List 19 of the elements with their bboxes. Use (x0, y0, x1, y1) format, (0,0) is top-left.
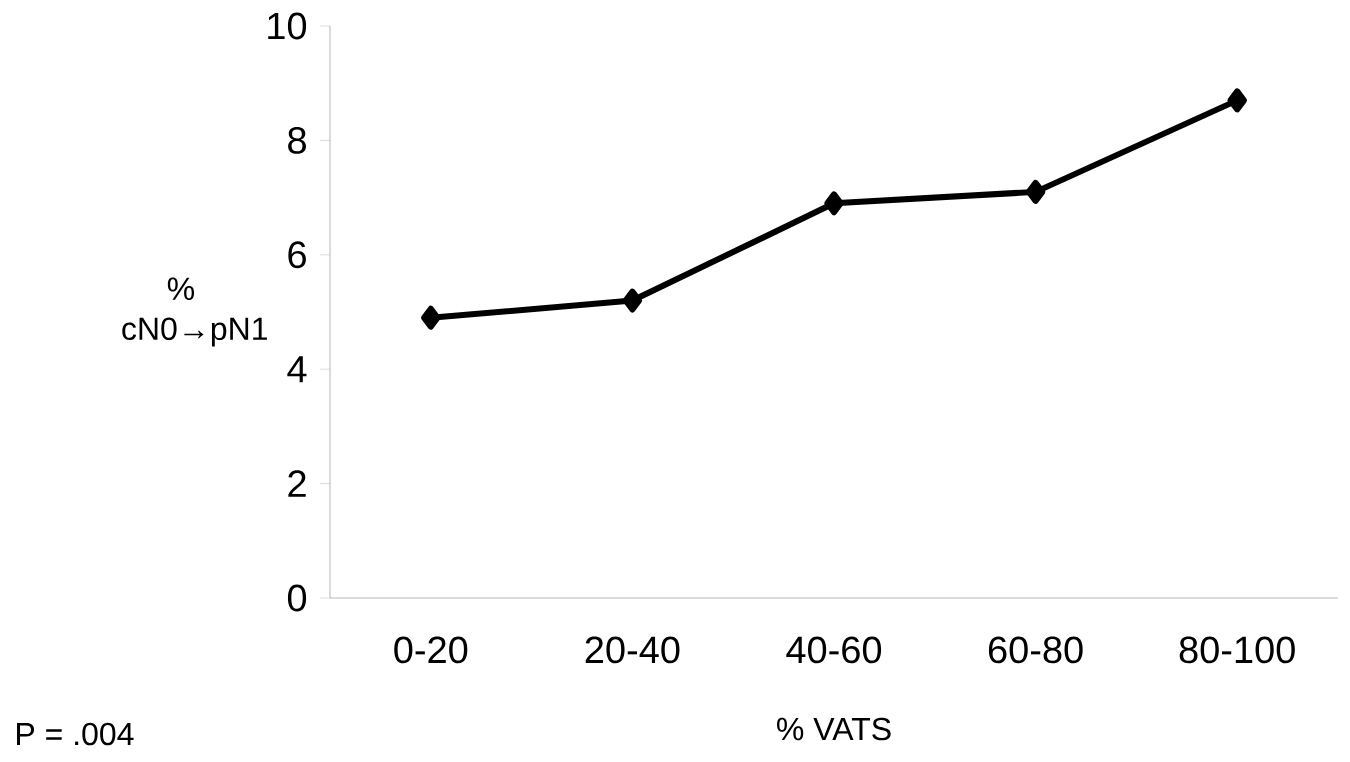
x-tick-label: 0-20 (394, 636, 468, 664)
y-tick-label: 2 (288, 470, 306, 497)
point (421, 305, 441, 330)
point (622, 288, 643, 313)
text: P = .004 (17, 722, 134, 746)
y-axis-title: % cN0→pN1 (122, 277, 267, 347)
x-tick-label: 40-60 (786, 636, 882, 664)
y-tick-label: 0 (287, 584, 307, 612)
x-tick-label: 80-100 (1179, 636, 1295, 664)
y-tick-label: 6 (288, 241, 306, 269)
y-tick-label: 8 (288, 126, 306, 154)
x-axis-title: % VATS (777, 717, 891, 741)
point (1025, 179, 1046, 204)
point (824, 191, 844, 216)
x-tick-label: 20-40 (585, 636, 680, 664)
y-tick-label: 4 (287, 356, 307, 383)
y-tick-label: 10 (268, 12, 307, 40)
x-tick-label: 60-80 (988, 636, 1083, 664)
point (1227, 88, 1247, 113)
